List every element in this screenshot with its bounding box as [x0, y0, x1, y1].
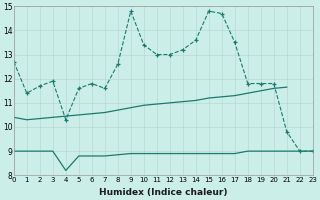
X-axis label: Humidex (Indice chaleur): Humidex (Indice chaleur) [99, 188, 228, 197]
